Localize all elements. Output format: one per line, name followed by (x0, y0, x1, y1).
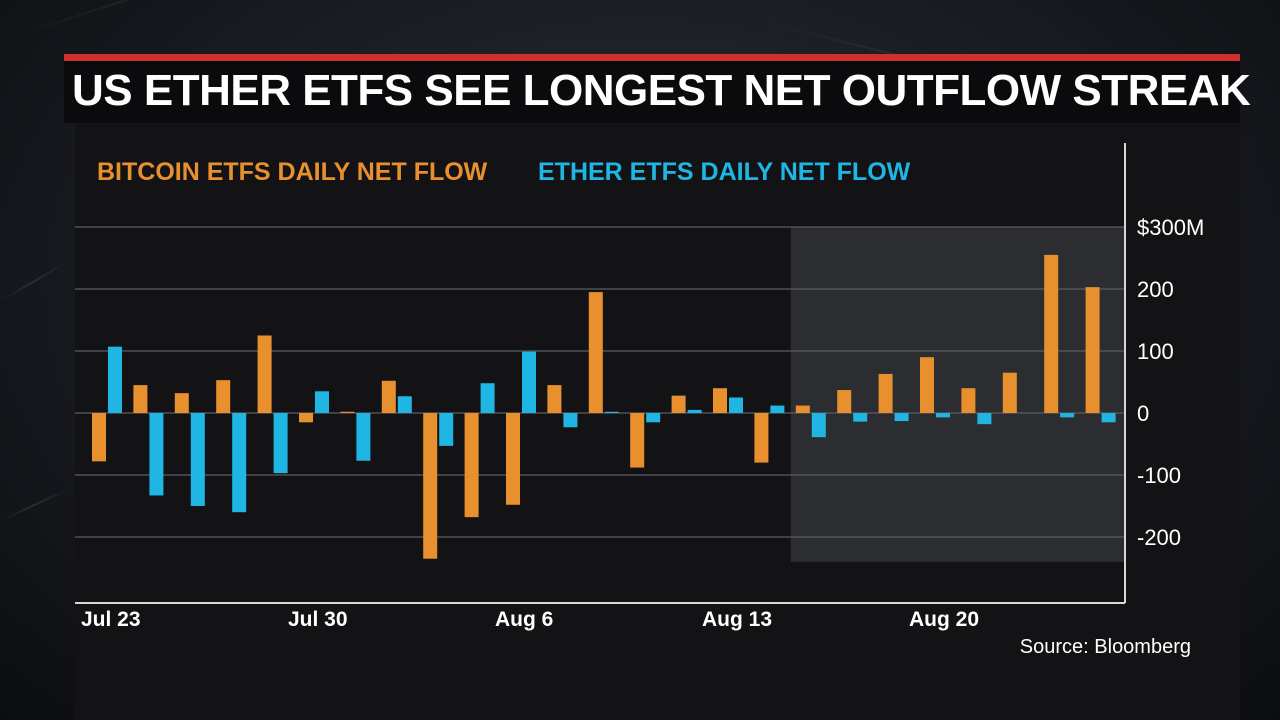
bitcoin-bar (506, 413, 520, 505)
ether-bar (190, 413, 205, 506)
bars (92, 254, 1116, 559)
bitcoin-bar (837, 390, 852, 413)
ether-bar (646, 413, 661, 423)
ether-bar (356, 413, 371, 461)
y-tick-label: -100 (1137, 463, 1181, 488)
bitcoin-bar (754, 413, 769, 463)
bitcoin-bar (630, 413, 645, 468)
bitcoin-bar (547, 385, 562, 413)
y-tick-label: $300M (1137, 215, 1204, 240)
ether-bar (108, 346, 122, 413)
headline-band: US ETHER ETFS SEE LONGEST NET OUTFLOW ST… (64, 61, 1251, 123)
headline-accent-bar (64, 54, 1240, 61)
bitcoin-bar (464, 413, 479, 518)
ether-bar (232, 413, 247, 513)
ether-bar (397, 396, 412, 413)
bitcoin-bar (174, 393, 189, 413)
chart-panel: $300M 200 100 0 -100 -200 Jul 23 Jul 30 Aug 6 Au… (75, 123, 1240, 720)
x-tick-label: Aug 6 (495, 608, 553, 631)
bitcoin-bar (216, 380, 231, 413)
ether-bar (811, 413, 826, 438)
ether-bar (439, 413, 454, 446)
bitcoin-bar (1044, 254, 1059, 413)
ether-bar (315, 391, 329, 413)
bitcoin-bar (1002, 372, 1017, 413)
ether-bar (770, 405, 785, 413)
ether-bar (936, 413, 950, 418)
legend-ether: ETHER ETFS DAILY NET FLOW (538, 158, 911, 186)
ether-bar (604, 411, 619, 413)
ether-bar (480, 383, 495, 413)
bitcoin-bar (299, 413, 313, 423)
x-tick-label: Jul 23 (81, 608, 141, 631)
y-axis-tick-labels: $300M 200 100 0 -100 -200 (1137, 215, 1204, 550)
y-tick-label: -200 (1137, 525, 1181, 550)
bitcoin-bar (92, 413, 106, 462)
x-tick-label: Aug 20 (909, 608, 979, 631)
legend-bitcoin: BITCOIN ETFS DAILY NET FLOW (97, 158, 488, 186)
background-streak (0, 262, 66, 302)
background-streak (0, 0, 495, 42)
ether-bar (1060, 413, 1075, 418)
ether-bar (273, 413, 288, 474)
ether-bar (687, 409, 702, 413)
ether-bar (977, 413, 992, 425)
bitcoin-bar (133, 385, 148, 413)
bitcoin-bar (588, 292, 603, 413)
y-tick-label: 100 (1137, 339, 1174, 364)
bitcoin-bar (795, 405, 810, 413)
ether-bar (894, 413, 909, 422)
ether-bar (522, 351, 536, 413)
x-tick-label: Jul 30 (288, 608, 348, 631)
y-tick-label: 0 (1137, 401, 1149, 426)
ether-bar (149, 413, 164, 496)
x-tick-label: Aug 13 (702, 608, 772, 631)
y-tick-label: 200 (1137, 277, 1174, 302)
bitcoin-bar (340, 411, 355, 413)
ether-bar (853, 413, 868, 422)
bitcoin-bar (713, 388, 727, 413)
bitcoin-bar (381, 380, 396, 413)
source-note: Source: Bloomberg (1020, 636, 1191, 658)
bitcoin-bar (671, 395, 686, 413)
ether-bar (563, 413, 578, 428)
ether-bar (1101, 413, 1116, 423)
bitcoin-bar (423, 413, 438, 559)
headline-title: US ETHER ETFS SEE LONGEST NET OUTFLOW ST… (72, 66, 1251, 115)
x-axis-tick-labels: Jul 23 Jul 30 Aug 6 Aug 13 Aug 20 (81, 608, 979, 631)
bitcoin-bar (878, 373, 893, 413)
ether-bar (729, 397, 743, 413)
bitcoin-bar (257, 335, 272, 413)
bar-chart: $300M 200 100 0 -100 -200 Jul 23 Jul 30 Aug 6 Au… (75, 143, 1204, 658)
bitcoin-bar (920, 357, 934, 413)
background-streak (0, 488, 69, 522)
bitcoin-bar (961, 388, 976, 413)
bitcoin-bar (1085, 287, 1100, 413)
